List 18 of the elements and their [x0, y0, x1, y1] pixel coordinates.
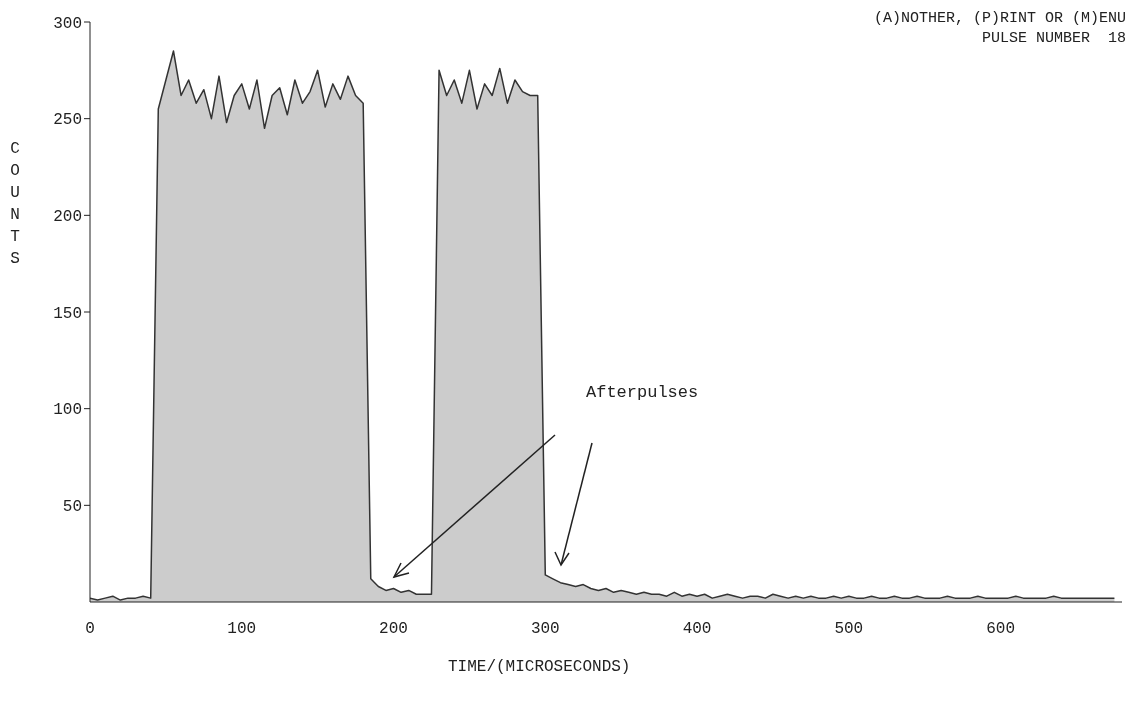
- annotation: (A)NOTHER, (P)RINT OR (M)ENU: [873, 10, 1126, 27]
- annotation: PULSE NUMBER 18: [981, 30, 1126, 47]
- x-tick-label: 100: [227, 620, 257, 639]
- y-tick-label: 50: [62, 498, 82, 517]
- x-tick-label: 300: [530, 620, 560, 639]
- y-tick-label: 250: [53, 111, 82, 130]
- x-tick-label: 400: [682, 620, 712, 639]
- y-tick-label: 300: [53, 14, 82, 33]
- x-axis-title: TIME/(MICROSECONDS): [448, 658, 631, 676]
- x-tick-label: 600: [986, 620, 1015, 639]
- y-tick-label: 150: [53, 304, 82, 323]
- x-tick-label: 200: [379, 620, 408, 639]
- y-tick-label: 100: [53, 401, 82, 420]
- x-tick-label: 0: [85, 620, 95, 639]
- annotation: Afterpulses: [586, 383, 699, 402]
- y-axis-title: COUNTS: [9, 139, 21, 270]
- x-tick-label: 500: [834, 620, 864, 639]
- y-tick-label: 200: [53, 208, 82, 227]
